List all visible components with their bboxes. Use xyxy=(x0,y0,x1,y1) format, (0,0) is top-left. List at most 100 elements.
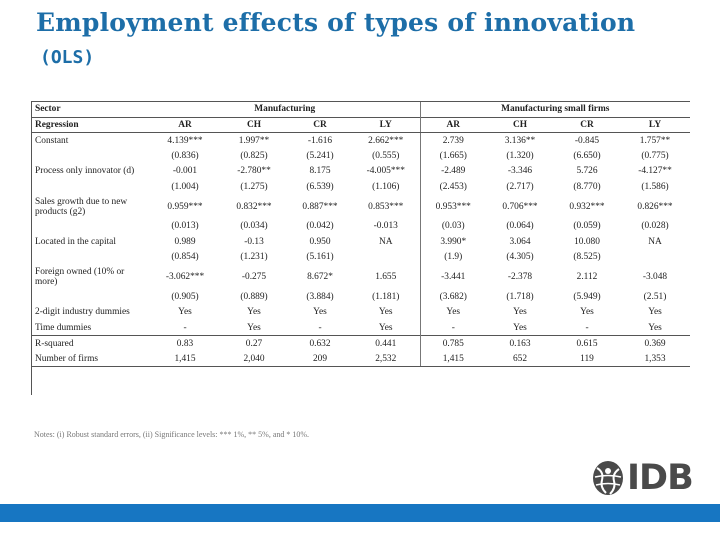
table-cell: 0.163 xyxy=(486,335,554,351)
table-cell: (0.064) xyxy=(506,221,534,232)
table-cell: -0.13 xyxy=(244,236,264,247)
table-row: (0.854) (1.231) (5.161) (1.9) (4.305) (8.525) xyxy=(32,249,690,266)
table-cell: (4.305) xyxy=(506,252,534,263)
table-cell: 8.672* xyxy=(307,272,333,282)
table-cell: NA xyxy=(648,236,662,247)
row-label xyxy=(32,148,150,164)
table-cell: NA xyxy=(378,236,393,247)
table-cell: Yes xyxy=(313,307,327,318)
regression-table: Sector Manufacturing Manufacturing small… xyxy=(31,101,691,395)
table-cell: (0.555) xyxy=(372,150,400,161)
row-label: Number of firms xyxy=(32,351,150,367)
table-cell: 1.757** xyxy=(639,135,671,146)
table-cell: 1,415 xyxy=(419,351,486,367)
table-cell: 8.175 xyxy=(309,166,331,177)
table-body: Constant 4.139*** 1.997** -1.616 2.662*** 2.7… xyxy=(32,132,691,367)
table-cell: Yes xyxy=(580,307,594,318)
table-cell: 0.932*** xyxy=(569,201,605,212)
table-cell: 1.997** xyxy=(238,135,270,146)
table-cell: (0.03) xyxy=(419,218,486,234)
table-cell: Yes xyxy=(247,322,261,333)
table-cell: 0.989 xyxy=(174,236,196,247)
table-cell: (6.650) xyxy=(573,150,601,161)
table-cell: -2.780** xyxy=(237,166,271,177)
table-cell: - xyxy=(183,322,187,333)
table-row: Sales growth due to new products (g2) 0.9… xyxy=(32,194,690,219)
row-label: Constant xyxy=(35,135,69,146)
table-cell: 10.080 xyxy=(574,236,600,247)
table-cell: (1.718) xyxy=(506,291,534,302)
table-cell: (1.275) xyxy=(240,181,268,192)
table-cell: 0.369 xyxy=(620,335,691,351)
table-cell: 0.950 xyxy=(309,236,331,247)
table-cell: -3.346 xyxy=(507,166,533,177)
table-cell: -4.005*** xyxy=(366,166,405,177)
table-cell: 209 xyxy=(288,351,352,367)
table-cell: 0.832*** xyxy=(236,201,272,212)
regression-header-row: Regression AR CH CR LY AR CH CR LY xyxy=(32,116,691,133)
table-cell: (0.059) xyxy=(573,221,601,232)
table-cell: (0.836) xyxy=(171,150,199,161)
table-cell: (3.884) xyxy=(306,291,334,302)
table-cell: 2.739 xyxy=(419,132,486,148)
regression-label: Regression xyxy=(32,116,150,133)
table-cell: Yes xyxy=(378,307,393,318)
table-cell: -0.001 xyxy=(172,166,198,177)
table-cell: (1.9) xyxy=(419,249,486,265)
column-header: AR xyxy=(419,116,486,133)
table-cell: 3.136** xyxy=(504,135,536,146)
table-cell: (0.825) xyxy=(240,150,268,161)
table-cell: - xyxy=(318,322,322,333)
table-notes: Notes: (i) Robust standard errors, (ii) … xyxy=(34,430,310,439)
table-cell: - xyxy=(585,322,589,333)
table-row: (0.013) (0.034) (0.042) -0.013 (0.03) (0.064)… xyxy=(32,218,690,235)
table-row: Foreign owned (10% or more) -3.062*** -0.2… xyxy=(32,265,690,289)
table-cell: (8.770) xyxy=(573,181,601,192)
row-label: Foreign owned (10% or more) xyxy=(35,267,125,287)
column-header: CH xyxy=(220,116,288,133)
table-cell: -0.845 xyxy=(574,135,600,146)
column-header: CR xyxy=(554,116,620,133)
table-cell: (6.539) xyxy=(306,181,334,192)
table-row: (1.004) (1.275) (6.539) (1.106) (2.453) (2.71… xyxy=(32,179,690,195)
table-cell: 3.064 xyxy=(509,236,531,247)
slide-subtitle: (OLS) xyxy=(40,47,95,68)
table-cell: 0.959*** xyxy=(167,201,203,212)
table-cell: Yes xyxy=(419,304,486,320)
table-cell: -3.441 xyxy=(419,265,486,289)
table-cell: (0.034) xyxy=(240,221,268,232)
slide-title: Employment effects of types of innovatio… xyxy=(36,8,636,37)
group-header-small-firms: Manufacturing small firms xyxy=(419,101,691,117)
column-header: CR xyxy=(288,116,352,133)
table-cell xyxy=(620,250,690,266)
table-cell: (1.181) xyxy=(372,291,400,302)
column-header: CH xyxy=(486,116,554,133)
table-cell: 1,353 xyxy=(620,351,691,367)
table-cell: 0.953*** xyxy=(419,194,486,219)
row-label xyxy=(32,219,150,235)
table-cell: (1.106) xyxy=(372,181,400,192)
table-cell: (1.004) xyxy=(171,181,199,192)
table-cell: 4.139*** xyxy=(167,135,203,146)
column-header: LY xyxy=(620,116,691,133)
table-cell: -2.378 xyxy=(507,272,533,282)
table-cell: 0.632 xyxy=(288,335,352,351)
table-cell: (1.231) xyxy=(240,252,268,263)
table-cell: (0.854) xyxy=(171,252,199,263)
table-cell: Yes xyxy=(648,307,662,318)
table-cell: 2,040 xyxy=(220,351,288,367)
table-cell: Yes xyxy=(378,322,393,333)
table-cell: 2.112 xyxy=(576,272,598,282)
table-cell: 0.615 xyxy=(554,335,620,351)
table-cell: (0.775) xyxy=(641,150,669,161)
column-header: AR xyxy=(150,116,220,133)
table-cell xyxy=(352,250,420,266)
table-cell: Yes xyxy=(178,307,192,318)
table-cell: 1,415 xyxy=(150,351,220,367)
table-cell: (5.949) xyxy=(573,291,601,302)
table-row: (0.905) (0.889) (3.884) (1.181) (3.682) (1.71… xyxy=(32,289,690,305)
table-cell: (0.042) xyxy=(306,221,334,232)
table-row: Constant 4.139*** 1.997** -1.616 2.662*** 2.7… xyxy=(32,132,690,148)
table-cell: (1.665) xyxy=(419,148,486,164)
table-cell: 2,532 xyxy=(352,351,420,367)
